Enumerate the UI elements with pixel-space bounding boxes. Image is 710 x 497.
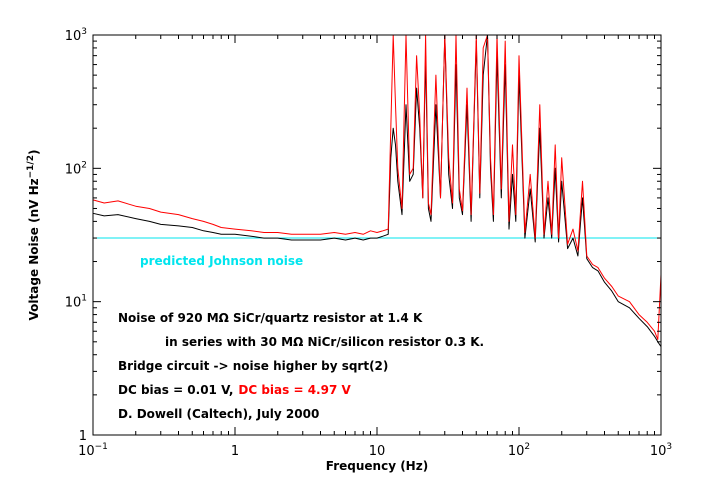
series-layer xyxy=(92,34,662,347)
x-tick-label: 1 xyxy=(231,444,239,459)
x-tick-label: 102 xyxy=(508,442,530,459)
y-axis-title: Voltage Noise (nV Hz−1/2) xyxy=(26,150,41,321)
annotation-line-4: DC bias = 0.01 V, DC bias = 4.97 V xyxy=(118,383,351,397)
dc-bias-black-label: DC bias = 0.01 V, xyxy=(118,383,233,397)
x-tick-label: 10 xyxy=(369,444,386,459)
y-tick-label: 102 xyxy=(65,160,87,177)
johnson-noise-label: predicted Johnson noise xyxy=(140,254,303,268)
annotation-line-2: in series with 30 MΩ NiCr/silicon resist… xyxy=(165,335,484,349)
y-tick-label: 101 xyxy=(65,294,87,311)
y-tick-label: 1 xyxy=(79,429,87,444)
y-tick-label: 103 xyxy=(65,27,87,44)
annotation-line-3: Bridge circuit -> noise higher by sqrt(2… xyxy=(118,359,388,373)
x-tick-label: 10−1 xyxy=(78,442,108,459)
axis-ticks xyxy=(92,35,662,436)
annotation-line-1: Noise of 920 MΩ SiCr/quartz resistor at … xyxy=(118,311,423,325)
x-axis-title: Frequency (Hz) xyxy=(326,459,428,473)
series-line-2 xyxy=(92,34,662,340)
annotation-line-5: D. Dowell (Caltech), July 2000 xyxy=(118,407,319,421)
x-tick-label: 103 xyxy=(650,442,672,459)
series-line-1 xyxy=(92,34,662,347)
dc-bias-red-label: DC bias = 4.97 V xyxy=(238,383,351,397)
